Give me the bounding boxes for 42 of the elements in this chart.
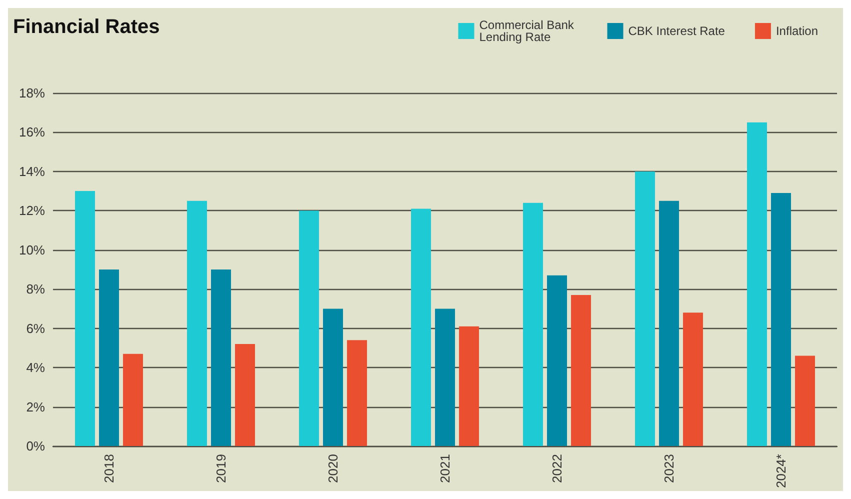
bar xyxy=(211,270,231,446)
y-tick-label: 18% xyxy=(18,86,46,100)
bar xyxy=(99,270,119,446)
y-tick-label: 0% xyxy=(26,438,46,454)
bar xyxy=(187,200,207,446)
bar xyxy=(571,295,591,446)
y-tick-label: 10% xyxy=(18,242,46,258)
x-tick-label: 2023 xyxy=(662,454,676,483)
bar xyxy=(299,210,319,446)
bar xyxy=(683,312,703,446)
bar xyxy=(795,356,815,446)
y-tick-label: 6% xyxy=(26,320,46,336)
x-tick-label: 2018 xyxy=(102,454,116,483)
y-tick-label: 4% xyxy=(26,360,46,376)
y-tick-label: 16% xyxy=(18,124,46,140)
bar xyxy=(123,354,143,446)
bar xyxy=(547,275,567,446)
bar xyxy=(747,122,767,446)
bar xyxy=(411,208,431,446)
x-tick-label: 2021 xyxy=(438,454,452,483)
bar xyxy=(323,308,343,446)
bar xyxy=(75,191,95,446)
bar xyxy=(435,308,455,446)
y-tick-label: 12% xyxy=(18,203,46,218)
bar xyxy=(635,171,655,446)
chart-title: Financial Rates xyxy=(13,16,160,38)
bar xyxy=(523,202,543,446)
bar xyxy=(235,344,255,446)
legend-label: Commercial Bank Lending Rate xyxy=(479,18,578,44)
legend-label: Inflation xyxy=(776,24,818,38)
legend-label: CBK Interest Rate xyxy=(628,24,726,38)
bar xyxy=(771,193,791,446)
x-tick-label: 2022 xyxy=(550,454,564,483)
bar xyxy=(347,340,367,446)
x-tick-label: 2024* xyxy=(774,454,788,488)
bar xyxy=(659,200,679,446)
bar xyxy=(459,326,479,446)
x-tick-label: 2020 xyxy=(326,454,340,483)
y-tick-label: 8% xyxy=(26,282,46,297)
x-tick-label: 2019 xyxy=(214,454,228,483)
y-tick-label: 14% xyxy=(18,164,46,179)
y-tick-label: 2% xyxy=(26,399,46,414)
